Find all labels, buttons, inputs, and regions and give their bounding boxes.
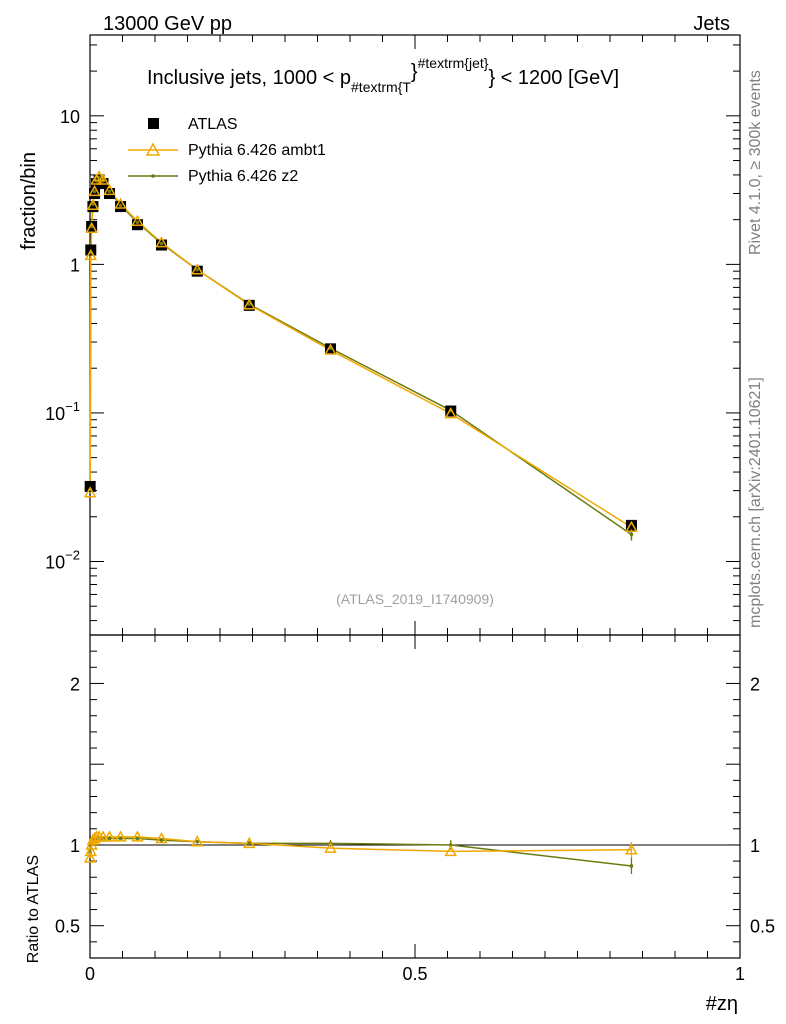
ratio-ambt1-point — [625, 843, 638, 855]
legend-atlas-label: ATLAS — [188, 116, 238, 133]
ambt1-point — [444, 407, 458, 419]
x-tick-label: 0 — [85, 964, 95, 984]
ratio-line-z2 — [89, 837, 632, 867]
y-axis-label-ratio: Ratio to ATLAS — [25, 855, 42, 963]
series-line-z2 — [89, 176, 632, 536]
ratio-ambt1-point — [83, 851, 97, 863]
ambt1-point — [85, 221, 98, 234]
ratio-tick-label-left: 1 — [70, 836, 80, 856]
x-tick-label: 1 — [735, 964, 745, 984]
legend-ambt1-marker — [145, 142, 161, 156]
legend: ATLAS Pythia 6.426 ambt1 Pythia 6.426 z2 — [128, 116, 326, 185]
ratio-tick-label-right: 0.5 — [750, 917, 775, 937]
header-right: Jets — [693, 13, 730, 35]
ratio-ambt1-point — [324, 841, 337, 853]
y-axis-label-main: fraction/bin — [18, 152, 40, 250]
ambt1-point — [131, 214, 144, 227]
ratio-z2-point — [107, 836, 112, 841]
ambt1-point — [625, 520, 638, 533]
ratio-z2-point — [159, 838, 164, 842]
z2-point — [107, 189, 112, 194]
legend-z2-marker — [151, 174, 155, 178]
ratio-ambt1-point — [190, 835, 204, 847]
ratio-ambt1-point — [84, 844, 98, 857]
ratio-z2-point — [629, 864, 634, 868]
header-left: 13000 GeV pp — [103, 13, 232, 35]
ratio-line-ambt1 — [89, 836, 632, 858]
y-tick-label: 10 — [60, 107, 80, 127]
ratio-ambt1-point — [242, 836, 256, 849]
z2-point — [118, 203, 123, 208]
ambt1-point — [103, 183, 116, 196]
ratio-ambt1-point — [96, 830, 110, 842]
legend-ambt1-label: Pythia 6.426 ambt1 — [188, 142, 326, 159]
ratio-tick-label-left: 2 — [70, 674, 80, 694]
ratio-ambt1-point — [103, 830, 116, 842]
ambt1-point — [114, 197, 127, 209]
atlas-point — [625, 519, 637, 531]
ambt1-point — [86, 198, 100, 211]
y-tick-label: 10−1 — [45, 399, 80, 424]
ratio-z2-point — [195, 839, 200, 844]
z2-point — [92, 189, 97, 194]
ratio-tick-label-left: 0.5 — [55, 917, 80, 937]
ambt1-point — [324, 343, 337, 355]
y-tick-label: 1 — [70, 255, 80, 275]
ratio-frame — [89, 634, 741, 959]
z2-point — [195, 267, 200, 272]
y-tick-label: 10−2 — [45, 547, 80, 572]
main-series — [83, 170, 638, 541]
plot-title: Inclusive jets, 1000 < p#textrm{T}#textr… — [147, 55, 619, 95]
atlas-point — [87, 201, 99, 213]
atlas-point — [104, 187, 115, 199]
ratio-z2-point — [135, 836, 140, 841]
z2-point — [247, 302, 252, 306]
ratio-ticks — [89, 635, 741, 958]
ratio-tick-label-right: 1 — [750, 836, 760, 856]
ratio-series — [83, 830, 638, 875]
ratio-tick-label-right: 2 — [750, 674, 760, 694]
x-axis-label: #zη — [706, 993, 738, 1015]
ratio-z2-point — [118, 836, 123, 841]
analysis-watermark: (ATLAS_2019_I1740909) — [336, 591, 494, 607]
ambt1-point — [155, 236, 168, 248]
rivet-label: Rivet 4.1.0, ≥ 300k events — [747, 70, 764, 255]
ambt1-point — [190, 263, 204, 275]
ratio-ambt1-point — [155, 831, 168, 844]
ambt1-point — [84, 248, 98, 261]
ratio-ambt1-point — [88, 831, 101, 844]
ratio-ambt1-point — [444, 844, 458, 857]
z2-point — [159, 241, 164, 246]
ambt1-point — [96, 173, 110, 185]
legend-z2-label: Pythia 6.426 z2 — [188, 168, 298, 185]
ambt1-point — [83, 486, 97, 498]
ambt1-point — [88, 184, 101, 197]
legend-atlas-marker — [148, 118, 159, 129]
ambt1-point — [242, 298, 256, 310]
atlas-point — [89, 187, 101, 199]
site-label: mcplots.cern.ch [arXiv:2401.10621] — [747, 377, 764, 628]
ratio-ambt1-point — [131, 830, 144, 842]
ratio-ambt1-point — [114, 830, 127, 842]
ratio-z2-point — [247, 841, 252, 846]
x-tick-label: 0.5 — [402, 964, 427, 984]
series-line-ambt1 — [89, 175, 632, 528]
z2-point — [135, 220, 140, 225]
tick-labels: 0 0.5 1 10 1 10−1 10−2 2 2 1 1 0.5 0.5 — [45, 107, 775, 984]
